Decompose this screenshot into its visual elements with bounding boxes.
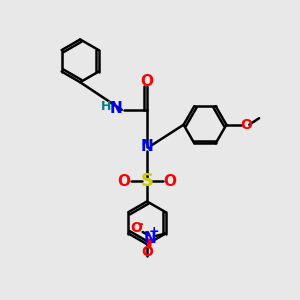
Text: +: + [148, 225, 159, 238]
Text: S: S [140, 172, 154, 190]
Text: O: O [141, 245, 153, 259]
Text: O: O [164, 174, 177, 189]
Text: N: N [143, 231, 156, 246]
Text: O: O [140, 74, 154, 89]
Text: O: O [240, 118, 252, 132]
Text: H: H [101, 100, 112, 113]
Text: N: N [141, 139, 153, 154]
Text: O: O [117, 174, 130, 189]
Text: -: - [137, 217, 142, 231]
Text: O: O [130, 220, 142, 235]
Text: N: N [110, 101, 123, 116]
